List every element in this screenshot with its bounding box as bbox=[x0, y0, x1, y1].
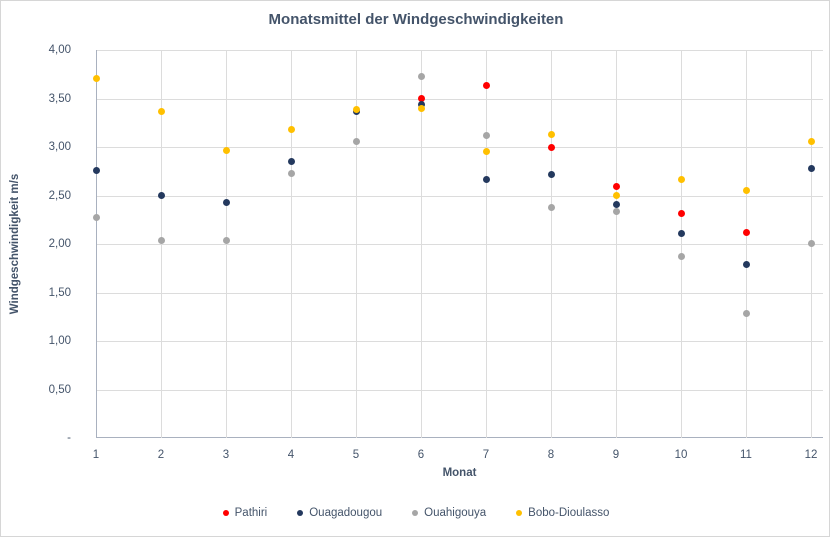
data-point-ouahigouya-m8[interactable] bbox=[547, 203, 555, 211]
v-gridline bbox=[291, 50, 292, 438]
legend-item-ouagadougou[interactable]: Ouagadougou bbox=[297, 507, 382, 519]
data-point-ouagadougou-m11[interactable] bbox=[742, 260, 750, 268]
legend-label: Pathiri bbox=[234, 507, 268, 519]
data-point-ouahigouya-m4[interactable] bbox=[287, 169, 295, 177]
data-point-ouahigouya-m10[interactable] bbox=[677, 253, 685, 261]
data-point-pathiri-m8[interactable] bbox=[547, 143, 555, 151]
y-tick-label: 1,50 bbox=[48, 286, 71, 299]
data-point-ouagadougou-m8[interactable] bbox=[547, 170, 555, 178]
v-gridline bbox=[486, 50, 487, 438]
x-tick-label: 3 bbox=[222, 449, 230, 461]
data-point-bobo-dioulasso-m5[interactable] bbox=[352, 105, 360, 113]
x-tick-label: 5 bbox=[352, 449, 360, 461]
v-gridline bbox=[421, 50, 422, 438]
x-axis-title: Monat bbox=[442, 467, 477, 479]
data-point-pathiri-m9[interactable] bbox=[612, 183, 620, 191]
data-point-ouagadougou-m4[interactable] bbox=[287, 158, 295, 166]
x-tick-label: 11 bbox=[740, 449, 752, 461]
data-point-ouahigouya-m11[interactable] bbox=[742, 310, 750, 318]
data-point-ouagadougou-m6[interactable] bbox=[417, 100, 425, 108]
data-point-ouagadougou-m12[interactable] bbox=[807, 164, 815, 172]
h-gridline bbox=[96, 244, 823, 245]
data-point-pathiri-m11[interactable] bbox=[742, 228, 750, 236]
data-point-ouagadougou-m3[interactable] bbox=[222, 198, 230, 206]
v-gridline bbox=[681, 50, 682, 438]
data-point-bobo-dioulasso-m7[interactable] bbox=[482, 148, 490, 156]
data-point-ouagadougou-m1[interactable] bbox=[92, 166, 100, 174]
x-tick-label: 12 bbox=[804, 449, 818, 461]
data-point-ouahigouya-m3[interactable] bbox=[222, 236, 230, 244]
legend-label: Ouagadougou bbox=[309, 507, 383, 519]
legend-item-ouahigouya[interactable]: Ouahigouya bbox=[412, 507, 486, 519]
x-tick-label: 8 bbox=[547, 449, 555, 461]
v-gridline bbox=[161, 50, 162, 438]
data-point-bobo-dioulasso-m11[interactable] bbox=[742, 187, 750, 195]
h-gridline bbox=[96, 147, 823, 148]
data-point-ouagadougou-m9[interactable] bbox=[612, 200, 620, 208]
x-tick-label: 6 bbox=[417, 449, 425, 461]
legend-item-pathiri[interactable]: Pathiri bbox=[222, 507, 268, 519]
y-tick-label: 1,00 bbox=[48, 335, 71, 347]
data-point-bobo-dioulasso-m1[interactable] bbox=[92, 74, 100, 82]
data-point-bobo-dioulasso-m2[interactable] bbox=[157, 107, 165, 115]
data-point-ouagadougou-m10[interactable] bbox=[677, 229, 685, 237]
v-gridline bbox=[226, 50, 227, 438]
y-tick-label: 2,00 bbox=[48, 238, 71, 250]
v-gridline bbox=[356, 50, 357, 438]
y-tick-label: 4,00 bbox=[48, 44, 71, 56]
data-point-ouahigouya-m5[interactable] bbox=[352, 137, 360, 145]
data-point-ouahigouya-m9[interactable] bbox=[612, 208, 620, 216]
legend-label: Ouahigouya bbox=[424, 507, 487, 519]
data-point-ouahigouya-m6[interactable] bbox=[417, 72, 425, 80]
data-point-pathiri-m10[interactable] bbox=[677, 210, 685, 218]
v-gridline bbox=[616, 50, 617, 438]
x-tick-label: 9 bbox=[612, 449, 620, 461]
y-tick-label: 0,50 bbox=[48, 383, 71, 396]
v-gridline bbox=[746, 50, 747, 438]
legend-marker-icon bbox=[412, 510, 419, 516]
data-point-ouahigouya-m12[interactable] bbox=[807, 239, 815, 247]
data-point-pathiri-m6[interactable] bbox=[417, 95, 425, 102]
data-point-bobo-dioulasso-m12[interactable] bbox=[807, 137, 815, 145]
data-point-ouahigouya-m2[interactable] bbox=[157, 236, 165, 244]
data-point-bobo-dioulasso-m6[interactable] bbox=[417, 104, 425, 112]
plot-area bbox=[92, 50, 823, 438]
legend-marker-icon bbox=[222, 510, 229, 516]
legend: Pathiri Ouagadougou Ouahigouya Bobo-Diou… bbox=[1, 507, 829, 519]
x-tick-label: 4 bbox=[287, 449, 295, 461]
data-point-ouagadougou-m7[interactable] bbox=[482, 175, 490, 183]
data-point-ouagadougou-m2[interactable] bbox=[157, 192, 165, 199]
x-tick-label: 1 bbox=[92, 449, 100, 461]
data-point-bobo-dioulasso-m9[interactable] bbox=[612, 192, 620, 199]
data-point-pathiri-m7[interactable] bbox=[482, 82, 490, 90]
data-point-bobo-dioulasso-m3[interactable] bbox=[222, 147, 230, 155]
data-point-bobo-dioulasso-m8[interactable] bbox=[547, 130, 555, 138]
data-point-ouahigouya-m1[interactable] bbox=[92, 214, 100, 222]
y-axis-line bbox=[96, 50, 97, 438]
legend-label: Bobo-Dioulasso bbox=[528, 507, 610, 519]
data-point-bobo-dioulasso-m10[interactable] bbox=[677, 176, 685, 184]
legend-marker-icon bbox=[297, 510, 304, 516]
h-gridline bbox=[96, 195, 823, 197]
h-gridline bbox=[96, 50, 823, 51]
h-gridline bbox=[96, 389, 823, 391]
x-tick-label: 10 bbox=[674, 449, 688, 461]
y-tick-label: 3,00 bbox=[48, 141, 71, 153]
data-point-ouahigouya-m7[interactable] bbox=[482, 131, 490, 139]
data-point-bobo-dioulasso-m4[interactable] bbox=[287, 126, 295, 134]
x-tick-label: 7 bbox=[482, 449, 490, 461]
v-gridline bbox=[551, 50, 552, 438]
y-tick-label: - bbox=[67, 432, 71, 444]
h-gridline bbox=[96, 98, 823, 100]
chart-title: Monatsmittel der Windgeschwindigkeiten bbox=[268, 11, 564, 28]
h-gridline bbox=[96, 341, 823, 342]
h-gridline bbox=[96, 292, 823, 294]
legend-item-bobo-dioulasso[interactable]: Bobo-Dioulasso bbox=[516, 507, 609, 519]
legend-marker-icon bbox=[516, 510, 523, 516]
y-tick-label: 3,50 bbox=[48, 92, 71, 105]
x-tick-label: 2 bbox=[157, 449, 165, 461]
x-axis-line bbox=[96, 437, 823, 438]
y-tick-label: 2,50 bbox=[48, 189, 71, 202]
